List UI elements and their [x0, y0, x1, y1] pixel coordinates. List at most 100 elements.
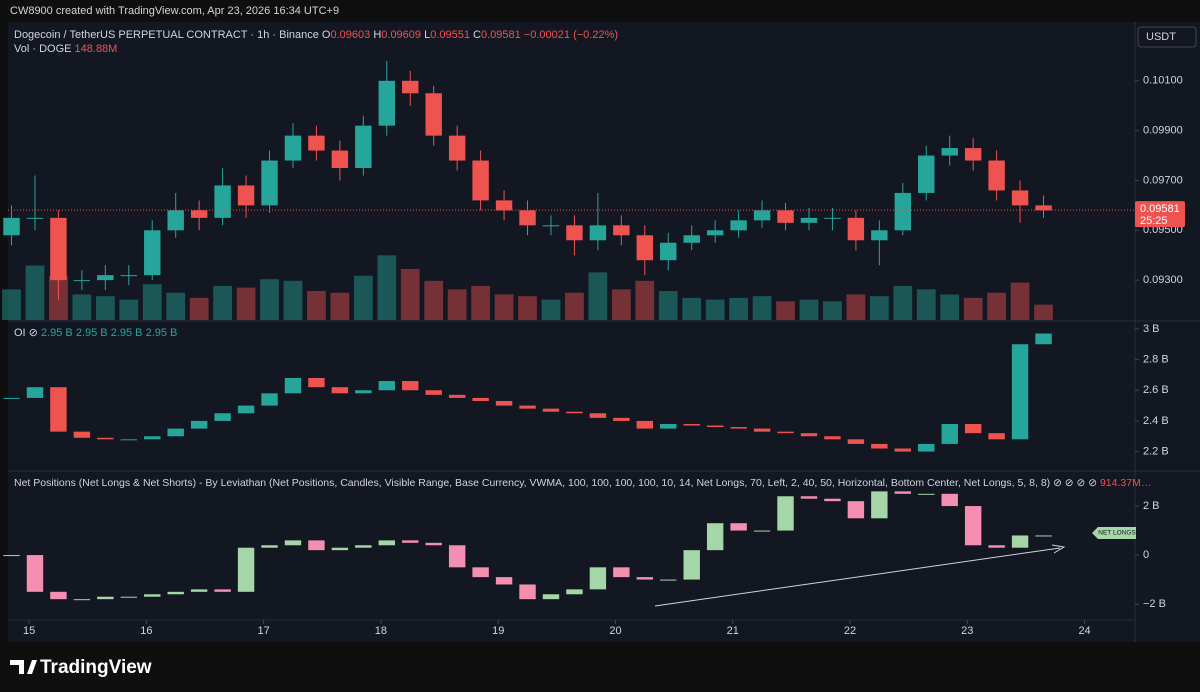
- candle-body: [3, 217, 20, 236]
- candle-body: [3, 555, 20, 557]
- volume-bar: [25, 265, 45, 320]
- x-tick-label: 20: [609, 625, 621, 637]
- candle-body: [589, 413, 607, 418]
- candle-body: [777, 496, 794, 531]
- candle-body: [120, 596, 138, 598]
- volume-bar: [682, 297, 702, 320]
- candle-body: [167, 591, 184, 595]
- candle-body: [706, 425, 724, 428]
- candle-body: [425, 93, 442, 136]
- candle-body: [730, 523, 747, 531]
- candle-body: [1011, 344, 1029, 440]
- candle-body: [847, 501, 865, 519]
- candle-body: [50, 387, 67, 432]
- volume-bar: [987, 292, 1006, 320]
- y-tick-label: 3 B: [1143, 323, 1160, 335]
- y-tick-label: −2 B: [1143, 598, 1166, 610]
- candle-body: [941, 423, 958, 444]
- candle-body: [73, 599, 91, 601]
- oi-key: OI: [14, 327, 26, 339]
- candle-body: [918, 493, 935, 495]
- net-key: Net Positions (Net Longs & Net Shorts) -…: [14, 477, 1050, 489]
- net-legend: Net Positions (Net Longs & Net Shorts) -…: [14, 477, 1151, 489]
- price-axis: [1135, 22, 1200, 642]
- candle-body: [1035, 333, 1052, 345]
- candle-body: [214, 413, 231, 421]
- candle-body: [824, 498, 841, 502]
- candle-body: [73, 280, 91, 282]
- candle-body: [800, 217, 818, 223]
- candle-body: [566, 225, 583, 241]
- candle-body: [636, 420, 654, 429]
- candle-body: [167, 210, 184, 231]
- y-tick-label: 0.09900: [1143, 125, 1183, 137]
- candle-body: [988, 160, 1005, 191]
- y-tick-label: 2 B: [1143, 500, 1160, 512]
- ohlc-key: L: [424, 29, 430, 41]
- candle-body: [402, 80, 419, 94]
- candle-body: [613, 225, 630, 236]
- candle-body: [753, 210, 771, 221]
- candle-body: [331, 547, 349, 551]
- y-tick-label: 2.8 B: [1143, 353, 1169, 365]
- candle-body: [448, 135, 466, 161]
- volume-bar: [260, 279, 279, 320]
- volume-bar: [213, 285, 232, 320]
- volume-bar: [565, 292, 584, 320]
- volume-bar: [353, 275, 373, 320]
- y-tick-label: 2.6 B: [1143, 384, 1169, 396]
- candle-body: [472, 567, 489, 578]
- currency[interactable]: USDT: [1146, 31, 1176, 43]
- candle-body: [26, 555, 44, 592]
- candle-body: [683, 550, 700, 580]
- candle-body: [800, 496, 818, 499]
- volume-bar: [189, 297, 209, 320]
- candle-body: [120, 439, 138, 441]
- ohlc-key: O: [322, 29, 331, 41]
- x-tick-label: 23: [961, 625, 973, 637]
- candle-body: [261, 160, 278, 206]
- candle-body: [355, 390, 372, 394]
- candle-body: [120, 275, 138, 277]
- candle-body: [660, 579, 677, 581]
- symbol: Dogecoin / TetherUS PERPETUAL CONTRACT ·…: [14, 29, 618, 41]
- candle-body: [355, 125, 372, 169]
- candle-body: [589, 225, 607, 241]
- candle-body: [331, 150, 349, 169]
- candle-body: [26, 217, 44, 219]
- candle-body: [894, 192, 912, 231]
- candle-body: [777, 431, 794, 434]
- volume-bar: [541, 299, 561, 320]
- last-price: 0.09581: [1140, 203, 1180, 215]
- volume-bar: [236, 287, 256, 320]
- volume-bar: [518, 296, 537, 320]
- ohlc-value: 0.09603: [330, 29, 370, 41]
- candle-body: [237, 405, 255, 414]
- y-tick-label: 2.2 B: [1143, 446, 1169, 458]
- candle-body: [613, 567, 630, 578]
- candle-body: [237, 547, 255, 592]
- y-tick-label: 0.09500: [1143, 224, 1183, 236]
- candle-body: [941, 493, 958, 507]
- currency-button[interactable]: [1137, 26, 1197, 48]
- candle-body: [284, 135, 302, 161]
- ohlc-value: 0.09609: [381, 29, 421, 41]
- candle-body: [214, 589, 231, 592]
- x-tick-label: 21: [727, 625, 739, 637]
- ohlc-key: C: [473, 29, 481, 41]
- candle-body: [425, 542, 442, 546]
- volume-bar: [916, 289, 936, 320]
- candle-body: [495, 577, 513, 585]
- volume-bar: [377, 255, 397, 320]
- candle-body: [308, 135, 325, 151]
- candle-body: [308, 377, 325, 388]
- oi-value: 2.95 B: [76, 327, 108, 339]
- volume-bar: [893, 285, 913, 320]
- candle-body: [1011, 190, 1029, 206]
- arrow-head: [1051, 544, 1066, 554]
- candle-body: [964, 148, 982, 161]
- volume-bar: [400, 268, 420, 320]
- candle-body: [402, 540, 419, 543]
- candle-body: [566, 589, 583, 595]
